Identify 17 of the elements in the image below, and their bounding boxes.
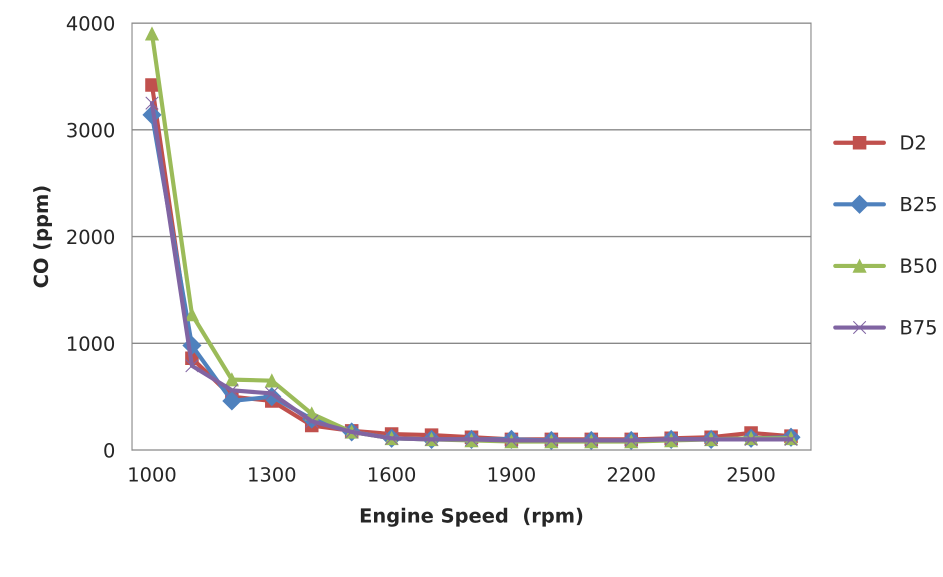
- x-tick-label: 2500: [728, 467, 775, 482]
- x-axis-title: Engine Speed (rpm): [360, 508, 582, 527]
- y-tick-label: 3000: [67, 122, 114, 138]
- x-tick-label: 1300: [249, 467, 296, 482]
- y-axis-title: CO (ppm): [33, 186, 52, 288]
- y-tick-label: 2000: [67, 230, 114, 244]
- y-tick-label: 1000: [68, 336, 114, 351]
- legend-label: B25: [901, 196, 936, 212]
- x-tick-label: 1000: [129, 467, 176, 482]
- y-tick-label: 4000: [66, 16, 114, 31]
- x-tick-label: 1600: [369, 467, 416, 482]
- y-tick-label: 0: [104, 443, 114, 458]
- legend-label: B75: [901, 320, 936, 335]
- legend-label: B50: [901, 258, 936, 274]
- x-tick-label: 1900: [488, 467, 535, 482]
- legend-label: D2: [901, 135, 925, 150]
- x-tick-label: 2200: [608, 467, 655, 482]
